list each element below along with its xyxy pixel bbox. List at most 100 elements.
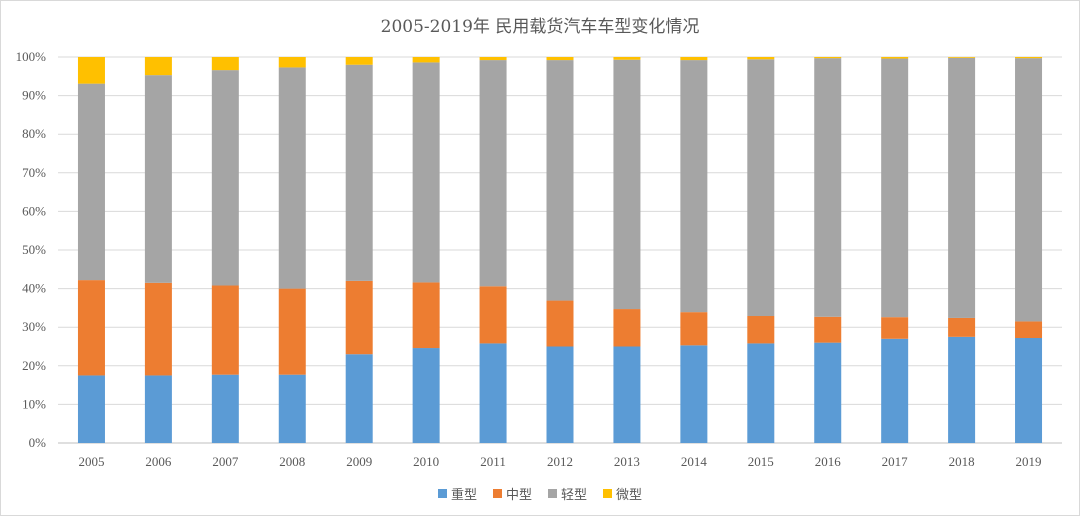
bar-segment-2010-重型 [412,348,440,443]
bar-segment-2006-重型 [144,375,172,443]
bar-segment-2009-重型 [345,354,373,443]
y-tick-label: 50% [22,242,46,257]
x-tick-label: 2006 [145,454,172,469]
bar-segment-2010-轻型 [412,62,440,283]
bar-segment-2008-中型 [278,288,306,375]
bar-segment-2017-重型 [881,338,909,443]
bar-segment-2008-微型 [278,57,306,68]
x-tick-label: 2019 [1016,454,1042,469]
bar-segment-2014-重型 [680,345,708,443]
bar-segment-2016-轻型 [814,58,842,317]
bar-segment-2013-轻型 [613,59,641,310]
bar-segment-2007-微型 [211,57,239,71]
bar-segment-2009-中型 [345,280,373,355]
x-tick-label: 2017 [882,454,909,469]
y-tick-label: 100% [16,49,47,64]
legend-label: 轻型 [561,488,588,503]
bar-segment-2016-中型 [814,316,842,343]
bar-segment-2005-重型 [77,375,105,443]
legend-label: 中型 [505,488,532,503]
bar-segment-2013-中型 [613,309,641,347]
bar-segment-2011-轻型 [479,60,507,287]
bar-segment-2014-轻型 [680,60,708,313]
x-tick-label: 2010 [413,454,439,469]
bar-segment-2005-中型 [77,280,105,376]
bar-segment-2012-重型 [546,346,574,443]
legend-item: 微型 [603,484,642,503]
y-tick-label: 0% [29,435,47,450]
bar-segment-2008-轻型 [278,67,306,289]
y-tick-label: 60% [22,203,46,218]
bar-segment-2007-重型 [211,374,239,443]
x-tick-label: 2013 [614,454,640,469]
bar-segment-2009-微型 [345,57,373,65]
bar-segment-2017-中型 [881,317,909,339]
y-tick-label: 30% [22,319,46,334]
x-tick-label: 2011 [480,454,506,469]
bar-segment-2018-重型 [948,336,976,443]
bar-segment-2016-微型 [814,57,842,59]
legend-swatch [492,489,502,498]
y-tick-label: 40% [22,281,46,296]
bar-segment-2005-微型 [77,57,105,84]
bar-segment-2013-重型 [613,346,641,443]
x-tick-label: 2008 [279,454,305,469]
bar-segment-2012-中型 [546,300,574,347]
bar-segment-2019-中型 [1015,321,1043,339]
bar-segment-2006-中型 [144,282,172,376]
bar-segment-2015-微型 [747,57,775,60]
legend-label: 重型 [450,488,477,503]
bar-segment-2017-轻型 [881,58,909,318]
legend-item: 中型 [492,484,532,503]
x-tick-label: 2015 [748,454,774,469]
bar-segment-2008-重型 [278,374,306,443]
bar-segment-2014-中型 [680,312,708,346]
bar-segment-2011-重型 [479,343,507,443]
chart-title: 2005-2019年 民用载货汽车车型变化情况 [380,17,700,37]
bar-segment-2011-微型 [479,57,507,61]
legend-item: 轻型 [548,484,587,503]
bar-segment-2016-重型 [814,342,842,443]
bar-segment-2018-中型 [948,317,976,337]
bar-segment-2014-微型 [680,57,708,61]
bar-segment-2019-重型 [1015,338,1043,443]
bar-segment-2009-轻型 [345,64,373,281]
x-tick-label: 2005 [78,454,104,469]
bar-segment-2011-中型 [479,286,507,344]
bar-segment-2010-微型 [412,57,440,63]
y-tick-label: 90% [22,88,46,103]
bar-segment-2017-微型 [881,57,909,59]
x-tick-label: 2018 [949,454,975,469]
bar-segment-2015-重型 [747,343,775,443]
bar-segment-2007-轻型 [211,70,239,286]
bar-segment-2005-轻型 [77,83,105,281]
legend-item: 重型 [437,484,477,503]
bar-segment-2006-轻型 [144,75,172,283]
bar-segment-2018-轻型 [948,57,976,318]
bar-segment-2012-微型 [546,57,574,61]
bar-segment-2012-轻型 [546,60,574,301]
bar-segment-2006-微型 [144,57,172,76]
legend-swatch [437,489,447,498]
bar-segment-2007-中型 [211,285,239,375]
legend-label: 微型 [616,488,643,503]
bar-segment-2019-微型 [1015,57,1043,59]
x-tick-label: 2007 [212,454,239,469]
x-tick-label: 2012 [547,454,573,469]
y-tick-label: 70% [22,165,46,180]
bar-segment-2010-中型 [412,282,440,349]
x-tick-label: 2009 [346,454,372,469]
y-tick-label: 20% [22,358,46,373]
legend: 重型 中型 轻型 微型 [0,484,1080,503]
legend-swatch [548,489,557,498]
x-tick-label: 2014 [681,454,708,469]
y-tick-label: 10% [22,396,46,411]
bar-segment-2015-中型 [747,316,775,344]
y-tick-label: 80% [22,126,46,141]
legend-swatch [603,489,613,498]
bar-segment-2019-轻型 [1015,58,1043,322]
bar-segment-2015-轻型 [747,59,775,317]
x-tick-label: 2016 [815,454,842,469]
bar-segment-2018-微型 [948,57,976,58]
